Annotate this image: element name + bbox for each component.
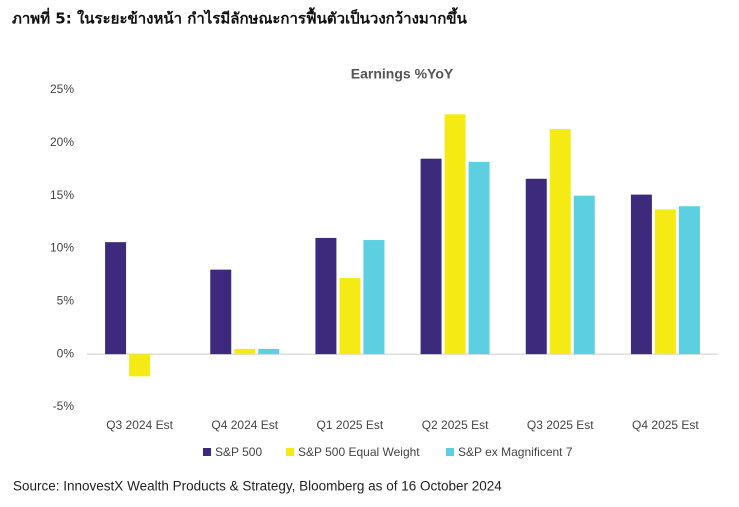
bar xyxy=(105,242,127,355)
legend-label: S&P 500 xyxy=(215,445,262,459)
y-tick-label: -5% xyxy=(53,399,75,413)
bar xyxy=(678,206,700,355)
bar xyxy=(210,269,232,355)
bar xyxy=(315,237,337,355)
bar xyxy=(525,178,547,355)
bar xyxy=(129,354,151,377)
x-tick-label: Q2 2025 Est xyxy=(422,418,489,432)
page-title: ภาพที่ 5: ในระยะข้างหน้า กำไรมีลักษณะการ… xyxy=(12,7,468,28)
y-tick-label: 15% xyxy=(50,188,74,202)
legend-label: S&P ex Magnificent 7 xyxy=(458,445,573,459)
x-tick-label: Q4 2025 Est xyxy=(632,418,699,432)
legend-swatch xyxy=(286,448,294,456)
bar xyxy=(630,194,652,355)
bar xyxy=(258,348,280,355)
bar xyxy=(549,129,571,355)
y-tick-label: 20% xyxy=(50,135,74,149)
legend-label: S&P 500 Equal Weight xyxy=(298,445,420,459)
y-tick-label: 25% xyxy=(50,82,74,96)
bar xyxy=(339,278,361,355)
bar xyxy=(573,195,595,355)
x-tick-label: Q3 2025 Est xyxy=(527,418,594,432)
bar xyxy=(654,209,676,355)
bar xyxy=(444,114,466,355)
y-tick-label: 10% xyxy=(50,241,74,255)
x-tick-label: Q3 2024 Est xyxy=(106,418,173,432)
x-tick-label: Q1 2025 Est xyxy=(317,418,384,432)
bar xyxy=(234,348,256,355)
legend-swatch xyxy=(203,448,211,456)
chart-title: Earnings %YoY xyxy=(351,66,454,82)
y-tick-label: 5% xyxy=(57,294,75,308)
source-note: Source: InnovestX Wealth Products & Stra… xyxy=(13,479,502,494)
y-tick-label: 0% xyxy=(57,346,75,360)
bar xyxy=(468,161,490,355)
bar xyxy=(420,158,442,355)
legend-swatch xyxy=(446,448,454,456)
x-tick-label: Q4 2024 Est xyxy=(211,418,278,432)
bar xyxy=(363,240,385,355)
